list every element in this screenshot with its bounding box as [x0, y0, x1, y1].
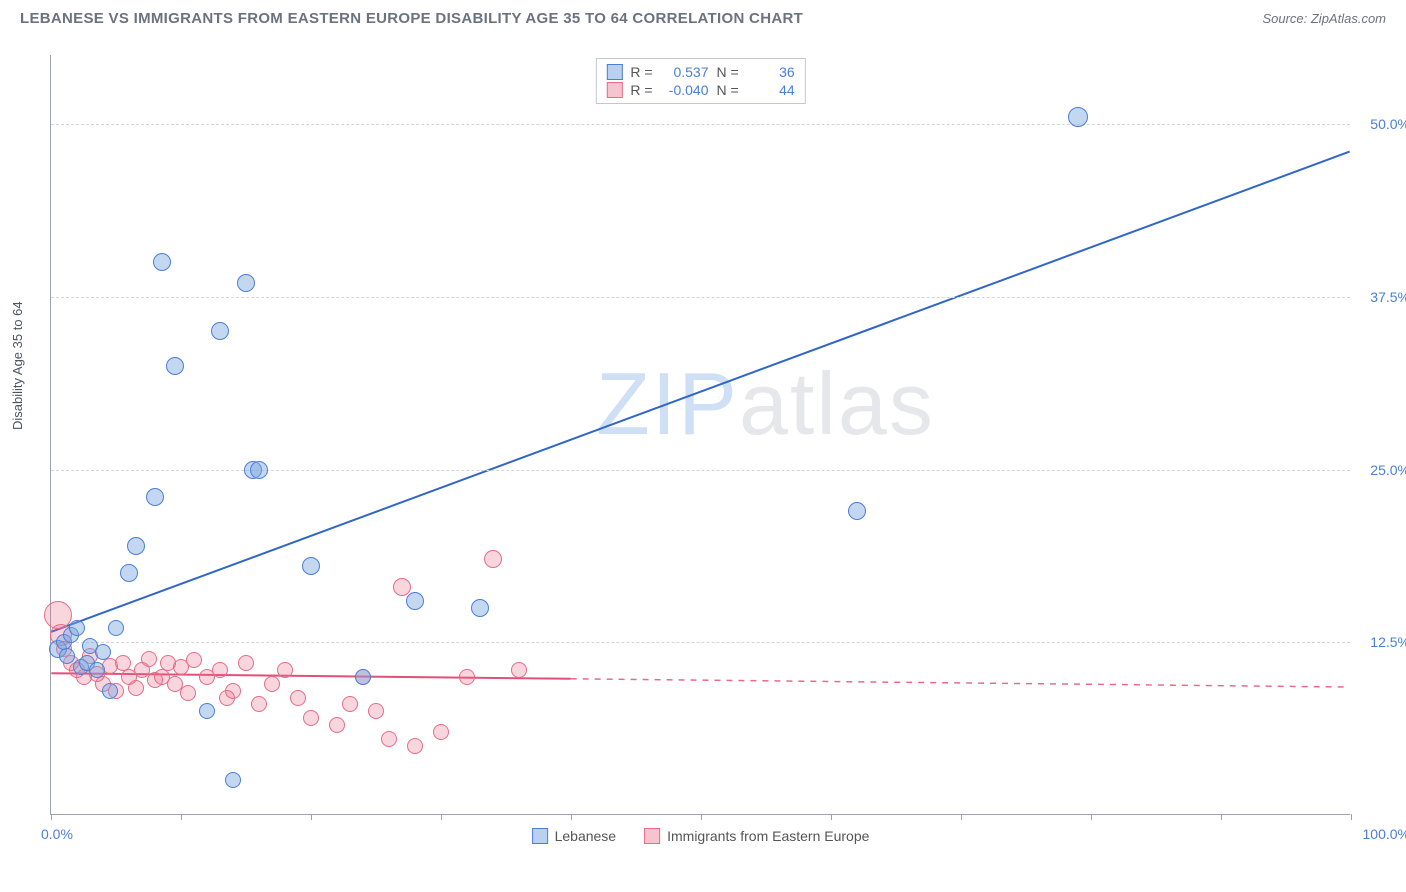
x-axis-max-label: 100.0%: [1363, 826, 1406, 842]
data-point-eastern-europe: [433, 724, 449, 740]
series-legend: Lebanese Immigrants from Eastern Europe: [532, 828, 870, 844]
x-tick: [311, 814, 312, 820]
data-point-lebanese: [95, 644, 111, 660]
data-point-lebanese: [153, 253, 171, 271]
x-tick: [51, 814, 52, 820]
data-point-lebanese: [127, 537, 145, 555]
data-point-eastern-europe: [180, 685, 196, 701]
data-point-eastern-europe: [459, 669, 475, 685]
data-point-eastern-europe: [212, 662, 228, 678]
legend-item-eastern-europe: Immigrants from Eastern Europe: [644, 828, 869, 844]
source-attribution: Source: ZipAtlas.com: [1262, 11, 1386, 26]
chart-title: LEBANESE VS IMMIGRANTS FROM EASTERN EURO…: [20, 10, 803, 27]
data-point-eastern-europe: [238, 655, 254, 671]
gridline: [51, 297, 1350, 298]
y-axis-label: Disability Age 35 to 64: [10, 301, 25, 430]
data-point-eastern-europe: [225, 683, 241, 699]
data-point-lebanese: [225, 772, 241, 788]
legend-item-lebanese: Lebanese: [532, 828, 617, 844]
data-point-eastern-europe: [342, 696, 358, 712]
data-point-lebanese: [848, 502, 866, 520]
x-tick: [571, 814, 572, 820]
data-point-eastern-europe: [251, 696, 267, 712]
y-tick-label: 50.0%: [1370, 116, 1406, 132]
gridline: [51, 642, 1350, 643]
data-point-lebanese: [59, 648, 75, 664]
data-point-eastern-europe: [290, 690, 306, 706]
data-point-eastern-europe: [141, 651, 157, 667]
data-point-lebanese: [89, 662, 105, 678]
data-point-eastern-europe: [264, 676, 280, 692]
data-point-lebanese: [199, 703, 215, 719]
x-tick: [1221, 814, 1222, 820]
gridline: [51, 124, 1350, 125]
data-point-eastern-europe: [484, 550, 502, 568]
y-tick-label: 12.5%: [1370, 634, 1406, 650]
data-point-lebanese: [108, 620, 124, 636]
x-tick: [441, 814, 442, 820]
data-point-lebanese: [471, 599, 489, 617]
data-point-lebanese: [237, 274, 255, 292]
data-point-eastern-europe: [277, 662, 293, 678]
data-point-lebanese: [355, 669, 371, 685]
data-point-lebanese: [250, 461, 268, 479]
swatch-pink: [644, 828, 660, 844]
data-point-eastern-europe: [368, 703, 384, 719]
data-point-eastern-europe: [186, 652, 202, 668]
x-tick: [701, 814, 702, 820]
data-point-lebanese: [166, 357, 184, 375]
data-point-lebanese: [211, 322, 229, 340]
x-tick: [1091, 814, 1092, 820]
data-point-eastern-europe: [511, 662, 527, 678]
x-axis-min-label: 0.0%: [41, 826, 73, 842]
data-point-lebanese: [406, 592, 424, 610]
data-point-eastern-europe: [381, 731, 397, 747]
trend-lines: [51, 55, 1350, 814]
data-point-eastern-europe: [329, 717, 345, 733]
chart-header: LEBANESE VS IMMIGRANTS FROM EASTERN EURO…: [0, 0, 1406, 27]
x-tick: [181, 814, 182, 820]
x-tick: [1351, 814, 1352, 820]
y-tick-label: 25.0%: [1370, 462, 1406, 478]
y-tick-label: 37.5%: [1370, 289, 1406, 305]
data-point-lebanese: [69, 620, 85, 636]
x-tick: [961, 814, 962, 820]
data-point-lebanese: [302, 557, 320, 575]
swatch-blue: [532, 828, 548, 844]
x-tick: [831, 814, 832, 820]
data-point-lebanese: [120, 564, 138, 582]
data-point-eastern-europe: [407, 738, 423, 754]
data-point-lebanese: [146, 488, 164, 506]
scatter-plot: ZIPatlas R = 0.537 N = 36 R = -0.040 N =…: [50, 55, 1350, 815]
data-point-eastern-europe: [128, 680, 144, 696]
data-point-lebanese: [102, 683, 118, 699]
data-point-lebanese: [1068, 107, 1088, 127]
data-point-eastern-europe: [303, 710, 319, 726]
